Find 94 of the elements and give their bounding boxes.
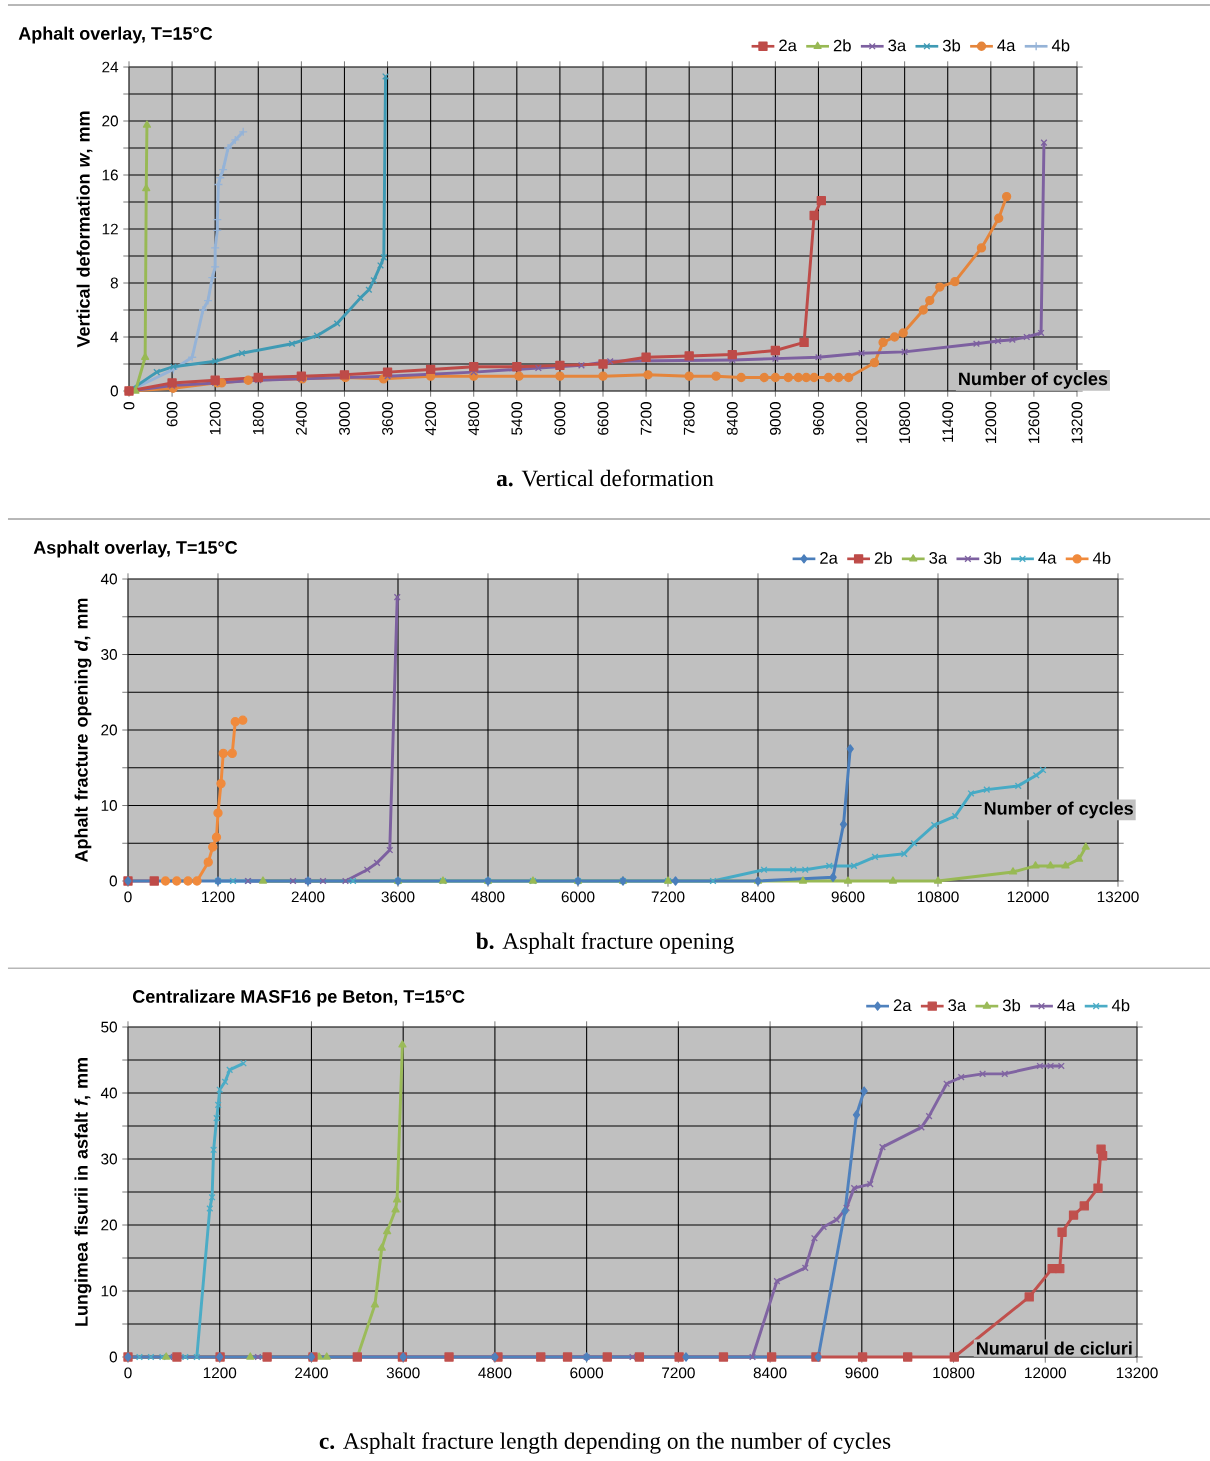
y-tick-label: 30 [101, 649, 117, 660]
x-tick-label: 4800 [468, 402, 480, 436]
legend-label: 2a [820, 552, 838, 564]
chart-title: Centralizare MASF16 pe Beton, T=15°C [133, 989, 465, 1007]
y-tick-label: 0 [109, 875, 117, 887]
y-tick-label: 20 [101, 724, 117, 736]
y-tick-label: 40 [100, 573, 117, 585]
x-tick-label: 13200 [1116, 1367, 1158, 1379]
y-tick-label: 10 [101, 1285, 117, 1297]
text: c. Asphalt fracture length depending on the number of cycles [319, 1432, 891, 1454]
y-axis-title: Lungimea fisurii in asfalt f, mm [74, 1058, 92, 1326]
legend-label: 3b [983, 551, 1002, 565]
x-tick-label: 1200 [202, 891, 235, 903]
y-tick-label: 20 [102, 115, 118, 127]
x-tick-label: 8400 [726, 402, 738, 435]
y-tick-label: 30 [101, 1153, 117, 1165]
x-tick-label: 1200 [209, 402, 221, 435]
legend-label: 4a [1057, 999, 1076, 1012]
x-tick-label: 8400 [741, 891, 775, 903]
x-tick-label: 0 [123, 402, 135, 410]
y-tick-label: 0 [110, 385, 118, 397]
x-tick-label: 6000 [561, 891, 595, 903]
x-tick-label: 3600 [382, 402, 393, 435]
x-tick-label: 11400 [942, 402, 954, 442]
x-tick-label: 8400 [753, 1367, 787, 1379]
x-tick-label: 12000 [1025, 1367, 1066, 1379]
x-tick-label: 10200 [856, 402, 867, 443]
x-tick-label: 7200 [662, 1367, 695, 1379]
x-tick-label: 2400 [295, 1367, 328, 1379]
chart-title: Asphalt overlay, T=15°C [33, 540, 238, 558]
y-tick-label: 40 [100, 1087, 117, 1099]
y-tick-label: 50 [101, 1021, 117, 1033]
legend-label: 4b [1092, 551, 1111, 565]
y-tick-label: 16 [102, 169, 118, 181]
chart-title: Aphalt overlay, T=15°C [18, 26, 213, 44]
x-tick-label: 3600 [386, 1367, 420, 1379]
x-axis-title: Numarul de cicluri [977, 1341, 1132, 1355]
x-tick-label: 7800 [683, 402, 695, 435]
x-tick-label: 0 [124, 891, 132, 903]
x-tick-label: 9600 [845, 1367, 879, 1379]
legend-label: 2b [833, 39, 851, 52]
text: a. Vertical deformation [496, 469, 714, 487]
y-axis-title: Vertical deformation w, mm [76, 111, 93, 348]
legend-label: 4b [1111, 999, 1130, 1012]
legend-label: 3a [888, 39, 907, 52]
legend-label: 3a [948, 999, 967, 1012]
y-tick-label: 4 [110, 331, 119, 343]
y-tick-label: 10 [101, 800, 117, 811]
x-tick-label: 2400 [291, 891, 325, 903]
x-tick-label: 3000 [339, 402, 350, 435]
y-tick-label: 12 [102, 223, 118, 235]
legend-label: 4b [1051, 39, 1070, 52]
y-tick-label: 0 [109, 1351, 117, 1363]
y-tick-label: 8 [110, 277, 118, 289]
x-tick-label: 4800 [478, 1367, 512, 1379]
x-tick-label: 7200 [651, 891, 685, 903]
x-tick-label: 12600 [1028, 402, 1040, 443]
x-tick-label: 1200 [203, 1367, 237, 1379]
x-tick-label: 600 [166, 402, 178, 427]
x-tick-label: 4200 [425, 402, 437, 436]
x-tick-label: 6000 [570, 1367, 604, 1379]
x-tick-label: 9600 [831, 891, 865, 903]
x-tick-label: 13200 [1097, 891, 1139, 903]
legend-label: 2a [893, 999, 912, 1012]
x-tick-label: 1800 [252, 402, 264, 435]
y-tick-label: 20 [101, 1219, 117, 1231]
legend-label: 4a [1038, 552, 1057, 564]
x-tick-label: 0 [124, 1367, 132, 1379]
x-tick-label: 3600 [381, 891, 415, 903]
y-tick-label: 24 [102, 61, 119, 73]
x-tick-label: 9000 [769, 402, 781, 435]
legend-label: 2a [779, 39, 797, 52]
legend-label: 3a [929, 552, 948, 564]
x-tick-label: 10800 [917, 891, 959, 903]
x-tick-label: 13200 [1071, 402, 1083, 443]
x-axis-title: Number of cycles [959, 371, 1108, 389]
x-tick-label: 9600 [813, 402, 824, 435]
x-tick-label: 12000 [985, 402, 997, 443]
legend-label: 2b [874, 551, 892, 565]
legend-label: 3b [942, 39, 961, 52]
x-tick-label: 12000 [1007, 891, 1049, 903]
x-tick-label: 6600 [597, 402, 609, 435]
y-axis-title: Aphalt fracture opening d, mm [74, 598, 92, 863]
x-tick-label: 5400 [511, 402, 523, 435]
x-tick-label: 6000 [554, 402, 566, 435]
text: b. Asphalt fracture opening [476, 932, 734, 954]
legend-label: 3b [1002, 999, 1021, 1012]
legend-label: 4a [997, 39, 1016, 52]
x-tick-label: 4800 [471, 891, 505, 903]
x-tick-label: 10800 [899, 402, 911, 443]
x-tick-label: 7200 [640, 402, 652, 435]
x-tick-label: 2400 [295, 402, 307, 435]
x-axis-title: Number of cycles [984, 801, 1133, 819]
x-tick-label: 10800 [933, 1367, 975, 1379]
